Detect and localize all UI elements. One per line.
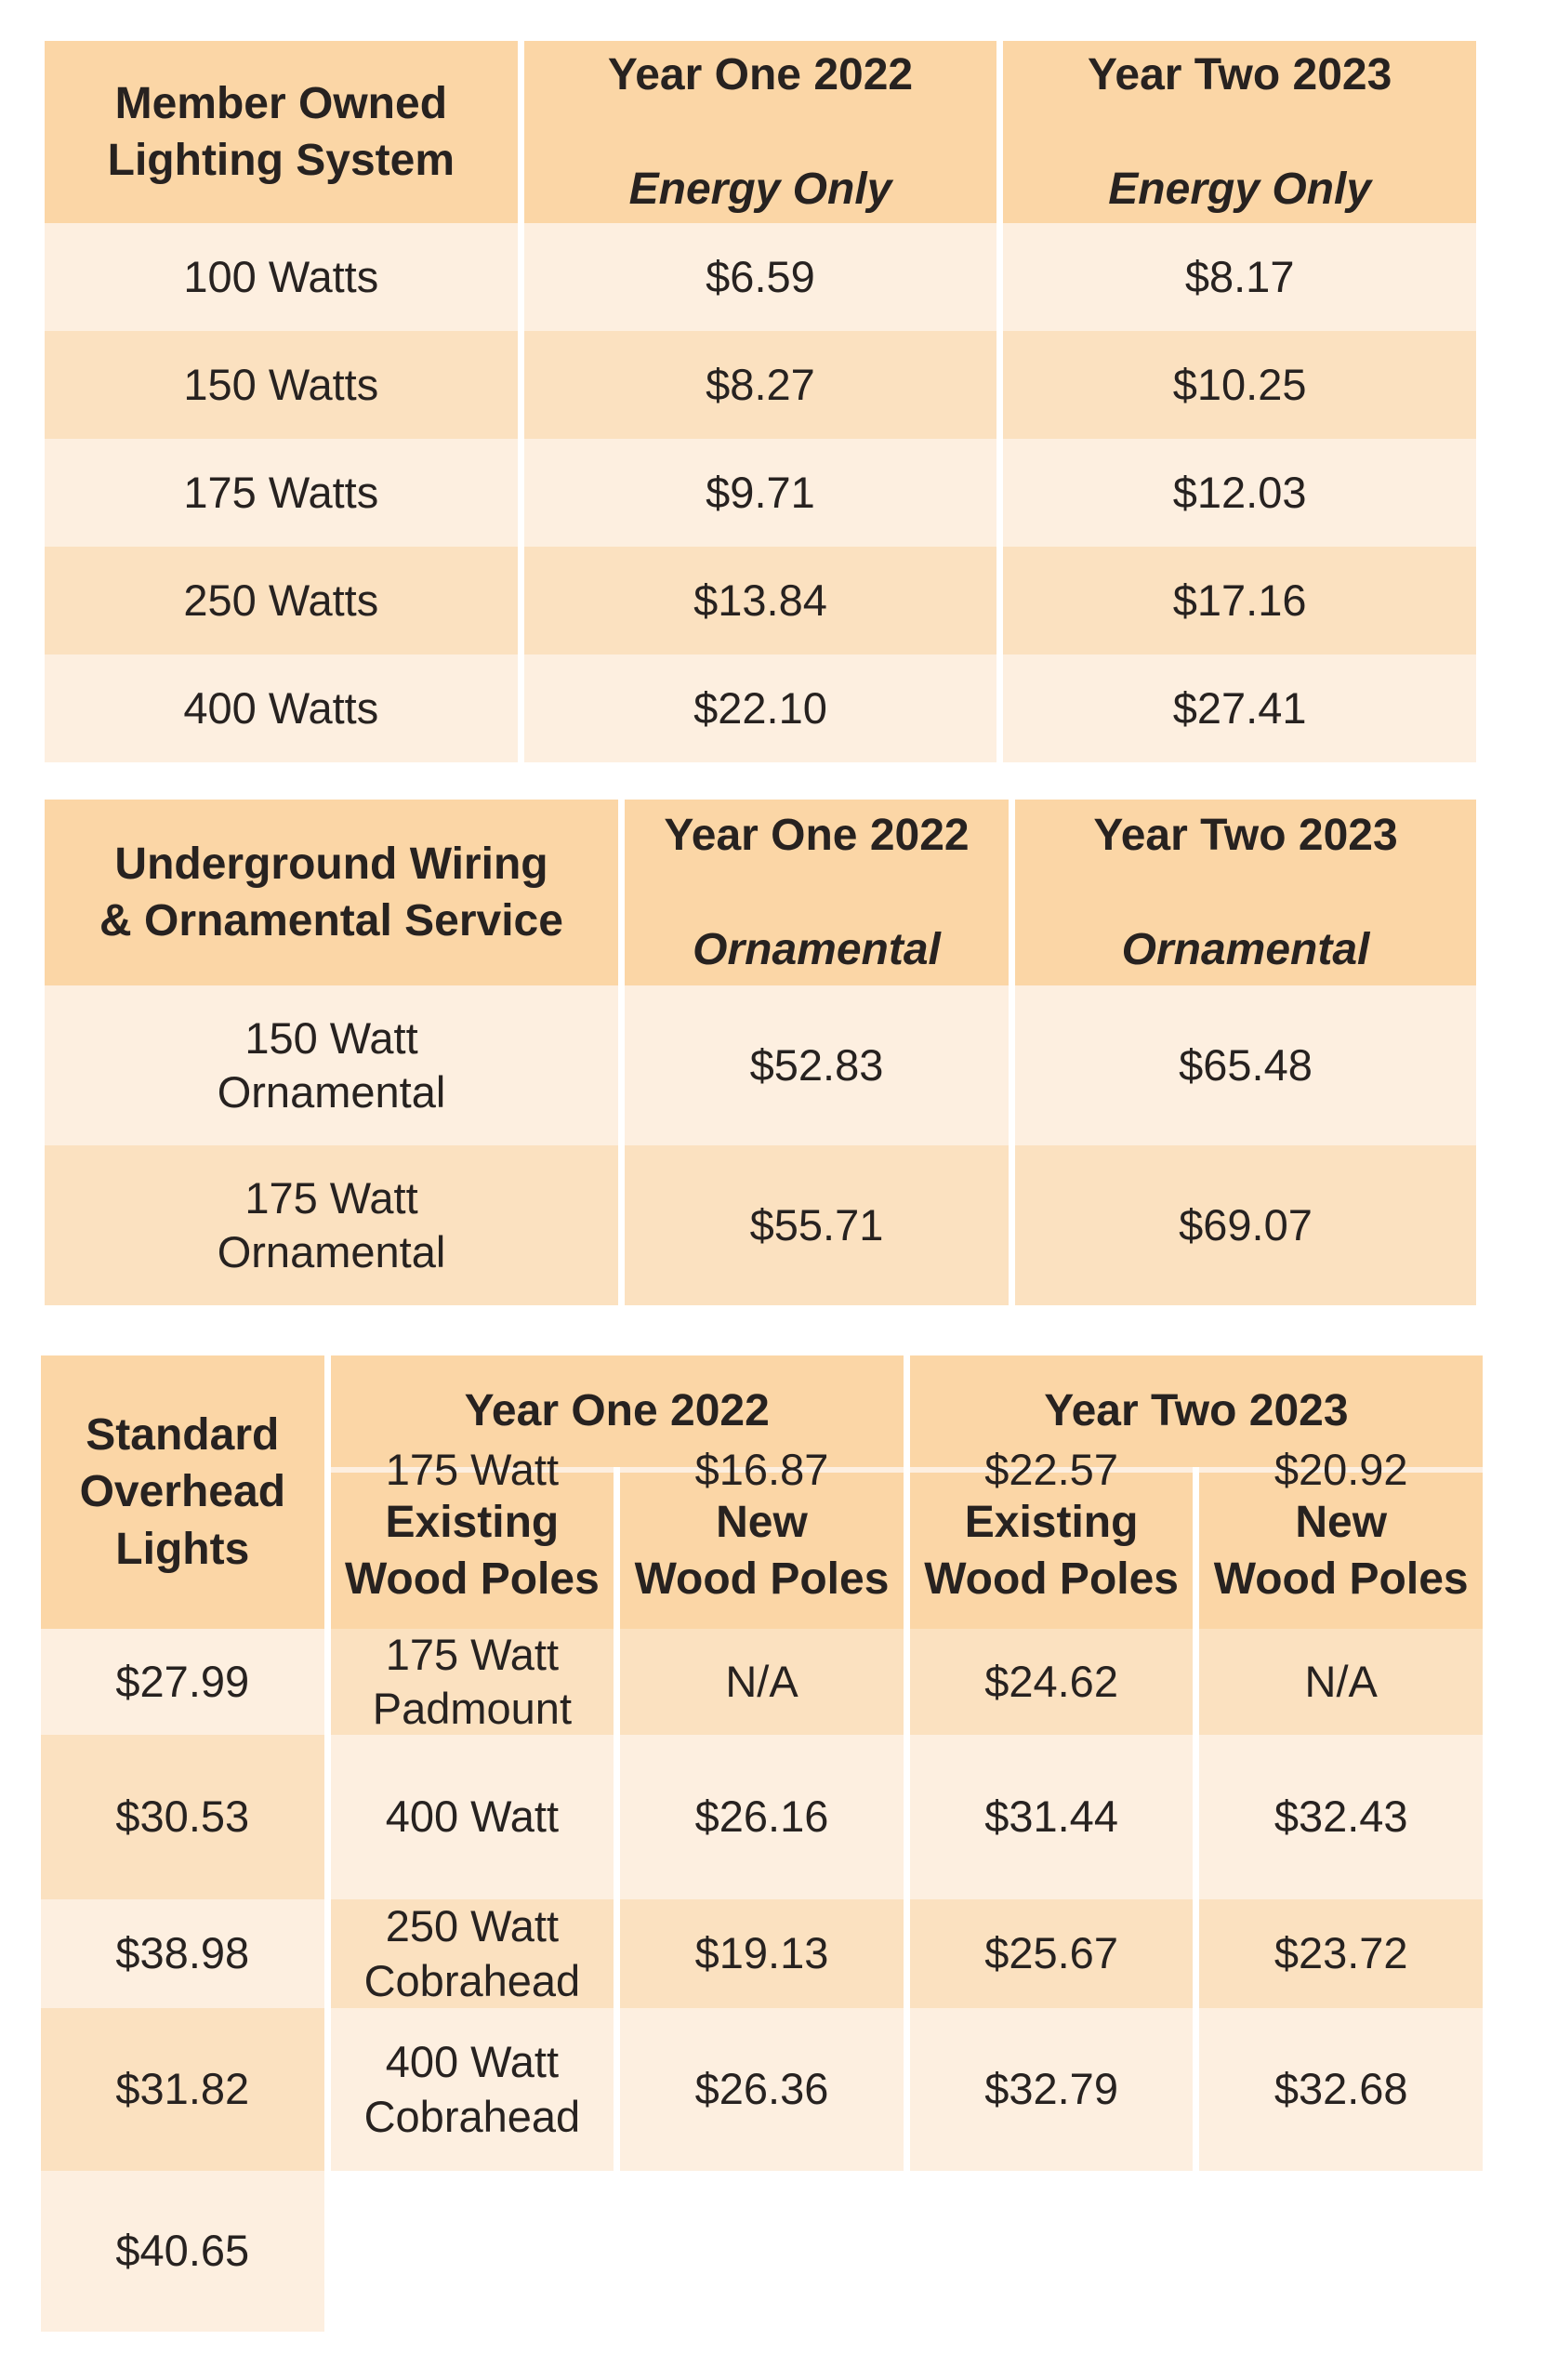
price-250w-cobrahead-y1-new: $25.67 (909, 1899, 1194, 2008)
price-400w-y2-existing: $32.43 (1199, 1735, 1483, 1899)
price-250w-cobrahead-y1-existing: $19.13 (620, 1899, 904, 2008)
header-y2-new-wood-poles: New Wood Poles (1199, 1473, 1483, 1629)
header-energy-only: Energy Only (628, 164, 892, 214)
row-label-175-watts: 175 Watts (45, 439, 518, 547)
price-175w-y2-new: $27.99 (41, 1629, 324, 1735)
row-label-400-watt-cobrahead: 400 Watt Cobrahead (330, 2008, 614, 2171)
price-150w-year2: $10.25 (1003, 331, 1476, 439)
header-underground-wiring-service: Underground Wiring & Ornamental Service (45, 800, 618, 985)
row-label-400-watts: 400 Watts (45, 654, 518, 762)
row-label-175-watt-ornamental: 175 Watt Ornamental (45, 1145, 618, 1305)
header-y1-existing-wood-poles: Existing Wood Poles (330, 1473, 614, 1629)
header-year-two-2023: Year Two 2023 (1093, 810, 1398, 860)
price-150w-ornamental-year1: $52.83 (625, 985, 1009, 1145)
price-100w-year1: $6.59 (523, 223, 997, 331)
header-year-two-2023: Year Two 2023 (909, 1355, 1483, 1467)
price-175w-y1-existing: $16.87 (620, 1445, 904, 1494)
underground-wiring-ornamental-table: Underground Wiring & Ornamental Service … (45, 800, 1476, 1305)
header-year-two-2023-energy-only: Year Two 2023 Energy Only (1003, 41, 1476, 223)
header-year-one-2022: Year One 2022 (664, 810, 970, 860)
row-label-400-watt: 400 Watt (330, 1735, 614, 1899)
price-400w-cobrahead-y2-existing: $32.68 (1199, 2008, 1483, 2171)
price-150w-ornamental-year2: $65.48 (1015, 985, 1476, 1145)
standard-overhead-lights-table: Standard Overhead Lights Year One 2022 Y… (41, 1355, 1483, 2332)
header-y2-existing-wood-poles: Existing Wood Poles (909, 1473, 1194, 1629)
price-400w-y2-new: $38.98 (41, 1899, 324, 2008)
row-label-250-watt-cobrahead: 250 Watt Cobrahead (330, 1899, 614, 2008)
header-year-one-2022: Year One 2022 (330, 1355, 904, 1467)
price-175w-year1: $9.71 (523, 439, 997, 547)
price-250w-year1: $13.84 (523, 547, 997, 654)
price-175w-padmount-y1-new: $24.62 (909, 1629, 1194, 1735)
row-label-100-watts: 100 Watts (45, 223, 518, 331)
price-400w-y1-existing: $26.16 (620, 1735, 904, 1899)
row-label-250-watts: 250 Watts (45, 547, 518, 654)
price-100w-year2: $8.17 (1003, 223, 1476, 331)
price-175w-padmount-y2-new: $30.53 (41, 1735, 324, 1899)
header-year-one-2022-ornamental: Year One 2022 Ornamental (625, 800, 1009, 985)
price-400w-year1: $22.10 (523, 654, 997, 762)
header-year-one-2022: Year One 2022 (607, 49, 914, 99)
row-label-150-watt-ornamental: 150 Watt Ornamental (45, 985, 618, 1145)
header-year-one-2022-energy-only: Year One 2022 Energy Only (523, 41, 997, 223)
price-400w-y1-new: $31.44 (909, 1735, 1194, 1899)
price-250w-year2: $17.16 (1003, 547, 1476, 654)
price-400w-cobrahead-y1-new: $32.79 (909, 2008, 1194, 2171)
header-y1-new-wood-poles: New Wood Poles (620, 1473, 904, 1629)
price-175w-ornamental-year2: $69.07 (1015, 1145, 1476, 1305)
price-175w-year2: $12.03 (1003, 439, 1476, 547)
row-label-175-watt-padmount: 175 Watt Padmount (330, 1629, 614, 1735)
header-member-owned-lighting-system: Member Owned Lighting System (45, 41, 518, 223)
price-175w-padmount-y1-existing: N/A (620, 1629, 904, 1735)
row-label-175-watt: 175 Watt (330, 1445, 614, 1494)
header-standard-overhead-lights: Standard Overhead Lights (41, 1355, 324, 1629)
price-175w-padmount-y2-existing: N/A (1199, 1629, 1483, 1735)
header-year-two-2023: Year Two 2023 (1088, 49, 1392, 99)
header-ornamental: Ornamental (1121, 924, 1370, 974)
price-175w-y1-new: $22.57 (909, 1445, 1194, 1494)
price-250w-cobrahead-y2-existing: $23.72 (1199, 1899, 1483, 2008)
price-175w-ornamental-year1: $55.71 (625, 1145, 1009, 1305)
price-400w-cobrahead-y1-existing: $26.36 (620, 2008, 904, 2171)
price-175w-y2-existing: $20.92 (1199, 1445, 1483, 1494)
price-400w-year2: $27.41 (1003, 654, 1476, 762)
price-150w-year1: $8.27 (523, 331, 997, 439)
price-400w-cobrahead-y2-new: $40.65 (41, 2171, 324, 2332)
member-owned-lighting-table: Member Owned Lighting System Year One 20… (45, 41, 1476, 762)
header-ornamental: Ornamental (693, 924, 941, 974)
row-label-150-watts: 150 Watts (45, 331, 518, 439)
header-year-two-2023-ornamental: Year Two 2023 Ornamental (1015, 800, 1476, 985)
price-250w-cobrahead-y2-new: $31.82 (41, 2008, 324, 2171)
header-energy-only: Energy Only (1108, 164, 1372, 214)
